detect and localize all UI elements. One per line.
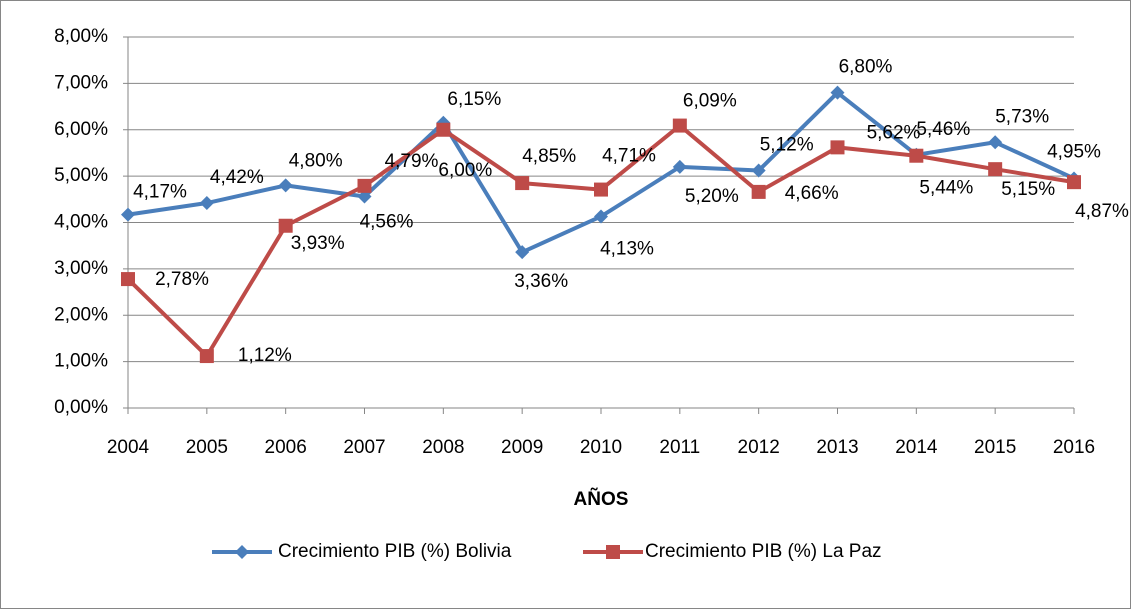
data-label: 4,87% — [1075, 201, 1129, 222]
data-label: 5,15% — [1001, 179, 1055, 200]
x-tick-label: 2006 — [265, 437, 307, 458]
marker — [357, 178, 372, 193]
marker — [515, 245, 530, 260]
legend-marker — [235, 545, 249, 559]
data-label: 4,17% — [133, 182, 187, 203]
data-label: 1,12% — [238, 345, 292, 366]
data-label: 6,80% — [839, 57, 893, 78]
marker — [672, 159, 687, 174]
data-label: 6,09% — [683, 91, 737, 112]
marker — [594, 209, 608, 224]
data-label: 4,42% — [210, 167, 264, 188]
x-tick-label: 2011 — [659, 437, 700, 458]
data-label: 4,66% — [785, 183, 839, 204]
legend-marker — [606, 545, 620, 559]
x-tick-label: 2015 — [974, 437, 1016, 458]
data-label: 3,93% — [291, 233, 345, 254]
marker — [278, 218, 293, 233]
x-tick-label: 2016 — [1053, 437, 1095, 458]
y-tick-label: 7,00% — [54, 72, 108, 93]
data-label: 5,46% — [916, 119, 970, 140]
legend-label: Crecimiento PIB (%) Bolivia — [278, 541, 512, 562]
y-tick-label: 2,00% — [54, 304, 108, 325]
data-label: 4,13% — [600, 238, 654, 259]
x-tick-label: 2012 — [738, 437, 780, 458]
marker — [436, 122, 451, 137]
x-axis-title: AÑOS — [574, 488, 629, 510]
legend-label: Crecimiento PIB (%) La Paz — [645, 541, 882, 562]
marker — [830, 85, 845, 100]
x-tick-label: 2013 — [816, 437, 858, 458]
data-label: 4,79% — [385, 151, 439, 172]
data-label: 4,95% — [1047, 141, 1101, 162]
y-tick-label: 1,00% — [54, 351, 108, 372]
data-label: 6,00% — [438, 160, 492, 181]
y-tick-label: 6,00% — [54, 119, 108, 140]
x-tick-label: 2008 — [422, 437, 464, 458]
data-label: 4,85% — [522, 146, 576, 167]
x-tick-label: 2004 — [107, 437, 150, 458]
marker — [199, 196, 214, 211]
marker — [988, 135, 1003, 150]
marker — [278, 178, 293, 193]
y-tick-label: 4,00% — [54, 212, 108, 233]
data-label: 3,36% — [514, 271, 568, 292]
y-tick-label: 3,00% — [54, 258, 108, 279]
marker — [751, 163, 766, 178]
marker — [121, 272, 135, 287]
data-label: 5,20% — [685, 186, 739, 207]
marker — [515, 176, 530, 191]
marker — [594, 182, 608, 197]
y-tick-label: 0,00% — [54, 397, 108, 418]
marker — [909, 148, 924, 163]
data-label: 4,71% — [602, 146, 656, 167]
marker — [751, 184, 766, 199]
x-tick-label: 2010 — [580, 437, 622, 458]
x-tick-label: 2005 — [186, 437, 228, 458]
y-tick-label: 8,00% — [54, 26, 108, 47]
marker — [672, 118, 687, 133]
data-label: 5,62% — [867, 122, 921, 143]
marker — [357, 189, 372, 204]
data-label: 5,44% — [919, 178, 973, 199]
x-tick-label: 2007 — [343, 437, 385, 458]
data-label: 4,56% — [360, 212, 414, 233]
x-tick-label: 2009 — [501, 437, 543, 458]
marker — [1067, 175, 1081, 190]
data-label: 2,78% — [155, 269, 209, 290]
x-tick-label: 2014 — [895, 437, 938, 458]
data-label: 6,15% — [447, 89, 501, 110]
marker — [988, 162, 1003, 177]
data-label: 5,73% — [995, 106, 1049, 127]
marker — [121, 207, 135, 222]
marker — [830, 140, 845, 155]
y-tick-label: 5,00% — [54, 165, 108, 186]
data-label: 5,12% — [760, 135, 814, 156]
marker — [199, 349, 214, 364]
data-label: 4,80% — [289, 150, 343, 171]
